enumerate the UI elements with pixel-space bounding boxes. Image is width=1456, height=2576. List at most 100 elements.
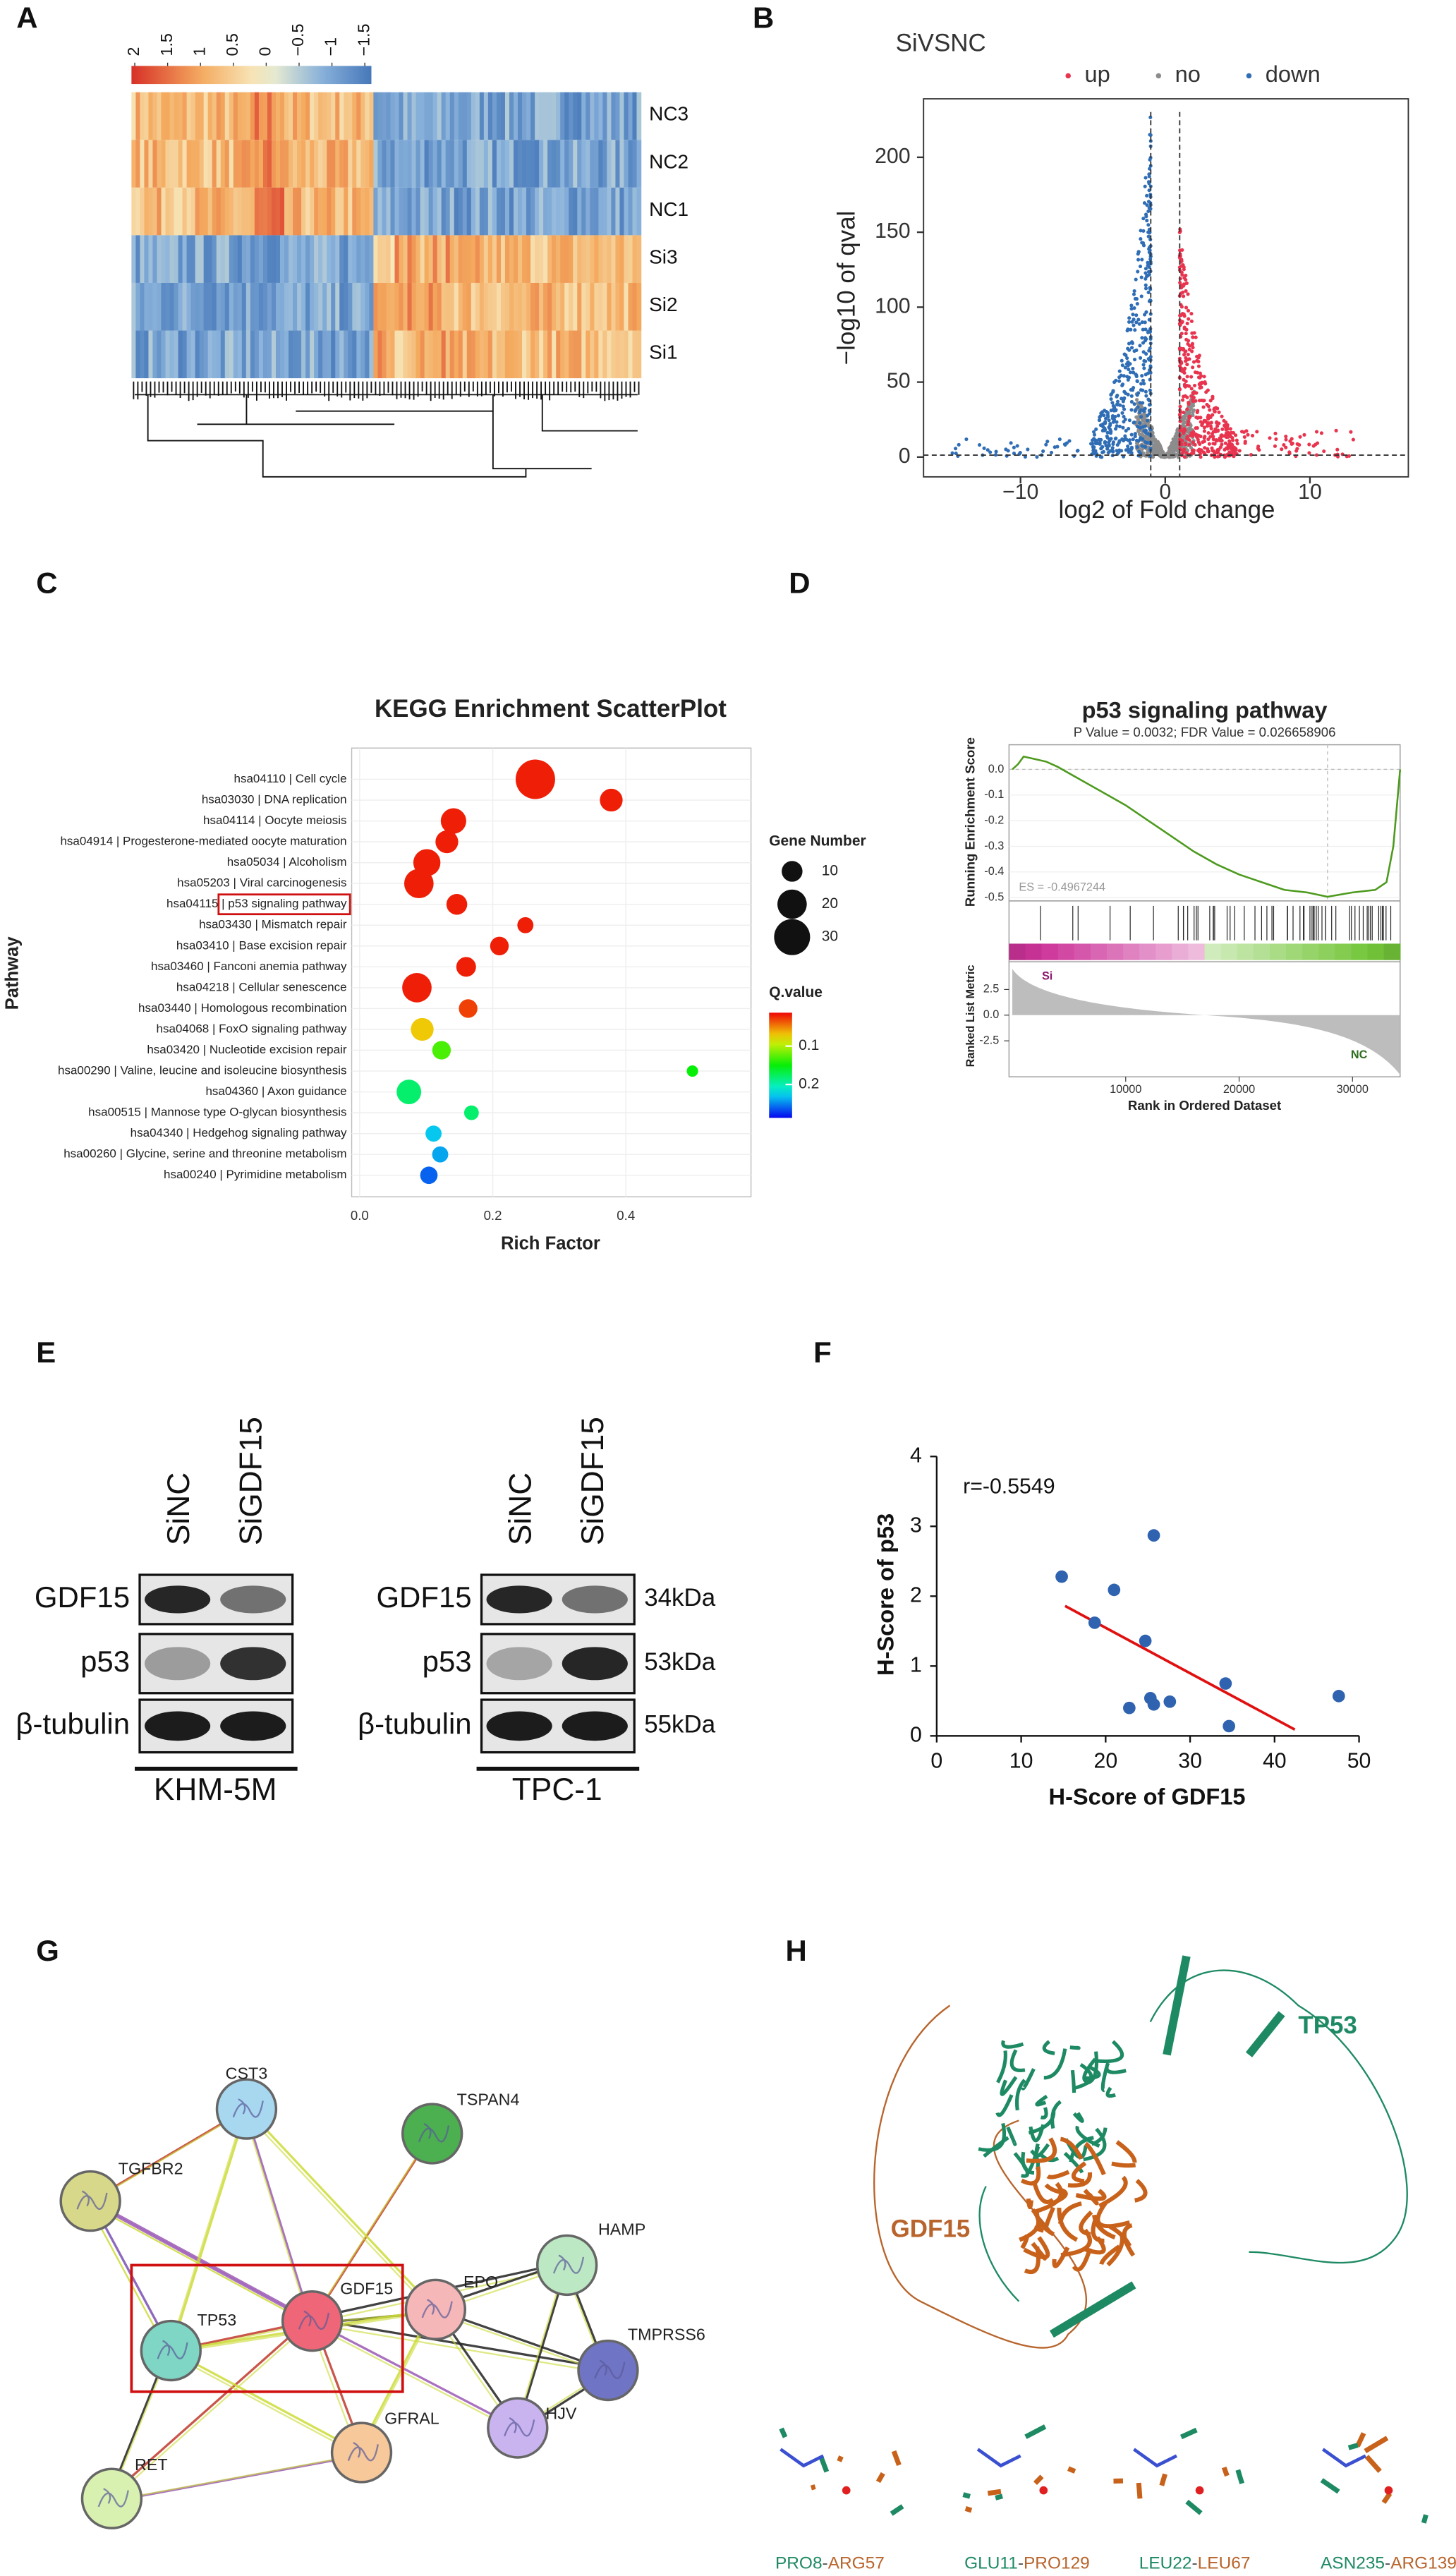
helix	[1115, 2140, 1137, 2163]
heatmap-cell	[250, 92, 255, 140]
point	[1141, 241, 1146, 245]
point	[1015, 444, 1019, 448]
rank-colorbar	[1383, 943, 1401, 960]
heatmap-cell	[339, 330, 344, 379]
y-tick-label: hsa04360 | Axon guidance	[205, 1084, 346, 1098]
rank-colorbar	[1286, 943, 1303, 960]
heatmap-cell	[390, 282, 396, 331]
heatmap-cell	[479, 187, 485, 236]
heatmap-cell	[140, 187, 145, 236]
point	[1139, 229, 1143, 233]
point	[988, 450, 993, 454]
point	[1196, 433, 1200, 437]
point	[1255, 430, 1259, 434]
y-axis-label: Running Enrichment Score	[963, 737, 978, 907]
heatmap-cell	[233, 187, 238, 236]
point	[1012, 445, 1016, 449]
node	[80, 2467, 143, 2529]
heatmap-cell	[310, 330, 315, 379]
heatmap-cell	[356, 92, 362, 140]
point	[1211, 430, 1215, 434]
heatmap-cell	[526, 235, 531, 283]
point	[1146, 329, 1151, 334]
heatmap-cell	[373, 235, 379, 283]
stick	[964, 2506, 973, 2513]
heatmap-cell	[157, 330, 162, 379]
heatmap-cell	[165, 187, 171, 236]
point	[1136, 405, 1140, 409]
heatmap-cell	[182, 92, 188, 140]
heatmap-cell	[475, 140, 480, 188]
point	[1115, 424, 1119, 428]
heatmap-cell	[441, 187, 447, 236]
heatmap-cell	[373, 282, 379, 331]
heatmap-cell	[339, 187, 344, 236]
heatmap-cell	[174, 330, 179, 379]
node-label: HAMP	[598, 2220, 645, 2239]
heatmap-cell	[224, 140, 230, 188]
heatmap-cell	[297, 282, 302, 331]
point	[1182, 282, 1187, 286]
es-curve	[1012, 755, 1402, 898]
helix	[1049, 1955, 1285, 2338]
heatmap-cell	[526, 140, 531, 188]
heatmap-cell	[509, 282, 514, 331]
heatmap-cell	[289, 140, 293, 188]
heatmap-cell	[207, 140, 213, 188]
heatmap-cell	[403, 140, 408, 188]
point	[1194, 399, 1198, 403]
helix	[1001, 2040, 1024, 2049]
rank-colorbar	[1318, 943, 1336, 960]
point	[1142, 407, 1146, 411]
point	[1123, 365, 1127, 370]
point	[1298, 435, 1302, 439]
heatmap-cell	[500, 235, 506, 283]
stick	[891, 2450, 902, 2467]
point	[1184, 281, 1189, 286]
heatmap-cell	[131, 235, 137, 283]
heatmap-cell	[560, 235, 565, 283]
point	[1092, 445, 1096, 449]
point	[1114, 436, 1118, 440]
node-label: TGFBR2	[119, 2159, 183, 2177]
heatmap-cell	[487, 187, 493, 236]
heatmap-cell	[466, 140, 472, 188]
point	[1148, 248, 1152, 253]
point	[1106, 450, 1110, 455]
heatmap-cell	[607, 140, 612, 188]
point	[1287, 450, 1292, 454]
legend-label: up	[1085, 61, 1110, 87]
y-axis-label: Pathway	[2, 936, 22, 1010]
heatmap-cell	[454, 187, 459, 236]
band	[145, 1585, 211, 1614]
node-glyph	[76, 2190, 108, 2211]
heatmap-cell	[530, 92, 535, 140]
heatmap-cell	[293, 187, 298, 236]
heatmap-cell	[483, 92, 489, 140]
heatmap-cell	[135, 282, 141, 331]
point	[1220, 414, 1224, 418]
heatmap-cell	[262, 92, 268, 140]
heatmap-cell	[556, 92, 561, 140]
heatmap-cell	[522, 140, 527, 188]
y-tick-label: hsa00240 | Pyrimidine metabolism	[164, 1168, 347, 1181]
point	[1206, 424, 1210, 428]
heatmap-cell	[212, 235, 217, 283]
point	[1184, 356, 1188, 360]
heatmap-cell	[335, 235, 340, 283]
fit-line	[1064, 1604, 1296, 1731]
point	[1176, 453, 1180, 457]
point	[1193, 442, 1197, 447]
atom	[842, 2486, 851, 2495]
point	[1136, 270, 1140, 274]
point	[1307, 451, 1311, 455]
heatmap-cell	[174, 140, 179, 188]
point	[463, 1105, 479, 1120]
heatmap-cell	[594, 140, 600, 188]
point	[1196, 448, 1201, 453]
rank-colorbar	[1123, 943, 1140, 960]
heatmap-cell	[331, 235, 336, 283]
point	[1182, 411, 1186, 415]
point	[1141, 425, 1146, 429]
heatmap-cell	[382, 140, 387, 188]
